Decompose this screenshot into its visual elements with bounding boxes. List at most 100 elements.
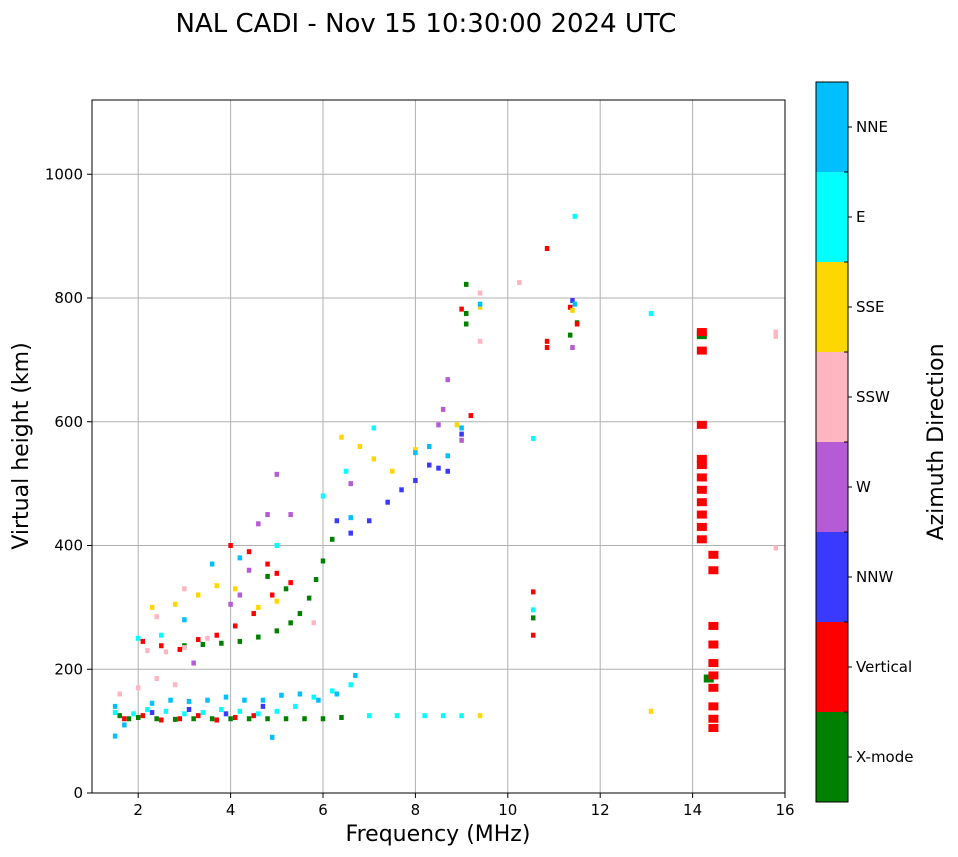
data-point [112,703,118,709]
data-point [232,623,238,629]
data-point [122,722,127,728]
data-point [159,717,164,723]
data-point [648,310,654,316]
x-axis-ticks: 2 4 6 8 10 12 14 16 [133,793,795,819]
data-point [274,628,280,634]
data-point [251,713,256,719]
colorbar-segment [816,532,848,622]
data-point [463,310,469,316]
data-point [297,611,303,617]
data-point [154,614,159,620]
data-point [353,672,358,678]
data-point [274,543,280,548]
series-ssw [117,280,779,697]
data-point [177,716,183,722]
data-point [696,420,707,429]
colorbar-tick-label: X-mode [856,748,913,766]
data-point [191,660,196,666]
data-point [168,697,173,703]
y-tick-label: 0 [73,784,83,802]
data-point [463,321,469,327]
data-point [283,716,289,722]
data-point [320,558,326,564]
colorbar-segment [816,172,848,262]
series-sse [149,304,654,719]
data-point [274,570,280,576]
data-point [339,715,344,721]
data-point [413,450,418,456]
data-point [228,543,233,548]
data-point [696,498,707,507]
data-point [288,620,293,626]
data-point [302,716,307,722]
data-point [696,485,707,494]
data-point [708,702,719,711]
data-point [708,550,719,559]
data-point [182,645,187,651]
data-point [237,592,243,598]
data-point [696,473,707,482]
data-point [172,682,178,688]
y-tick-label: 200 [54,660,83,678]
data-point [260,703,266,709]
series-e [112,213,654,719]
data-point [329,536,335,542]
data-point [572,213,578,219]
data-point [394,713,400,719]
data-point [316,697,321,703]
data-point [445,468,450,474]
data-point [269,734,275,740]
colorbar-segment [816,622,848,712]
data-point [708,659,719,668]
data-point [154,716,159,722]
data-point [135,685,141,691]
data-point [708,640,719,649]
data-point [399,487,404,493]
colorbar: X-mode Vertical NNW W SSW SSE E NNE [815,81,913,803]
series-vertical [122,246,719,733]
data-point [544,246,550,251]
data-point [163,708,169,714]
x-tick-label: 6 [318,801,328,819]
series-nne [112,301,578,740]
data-point [219,640,224,646]
data-point [205,697,210,703]
data-point [196,592,201,598]
data-point [265,573,270,579]
series-nnw [149,297,575,717]
data-point [205,635,210,641]
data-point [269,592,275,598]
data-point [223,711,229,717]
data-point [159,643,164,649]
data-point [145,706,150,712]
data-point [265,512,270,518]
data-point [334,518,340,524]
y-axis-ticks: 0 200 400 600 800 1000 [45,165,92,802]
colorbar-tick-label: SSW [856,388,890,406]
x-tick-label: 10 [498,801,517,819]
data-point [530,435,536,441]
data-point [413,478,418,484]
data-point [477,713,483,719]
colorbar-tick-label: SSE [856,298,885,316]
data-point [154,676,159,682]
data-point [708,714,719,723]
data-point [228,716,233,722]
data-point [696,535,707,544]
colorbar-segment [816,712,848,802]
data-point [288,580,293,586]
colorbar-segment [816,352,848,442]
plot-frame [91,99,786,794]
data-point [436,422,441,428]
y-tick-label: 1000 [45,165,83,183]
y-tick-label: 800 [54,289,83,307]
data-point [459,431,464,437]
data-point [334,691,340,697]
data-point [274,471,280,477]
y-axis-label: Virtual height (km) [9,342,34,549]
data-point [182,617,187,623]
data-point [163,649,169,655]
data-point [696,346,707,355]
colorbar-tick-label: NNE [856,118,888,136]
data-point [112,733,118,739]
